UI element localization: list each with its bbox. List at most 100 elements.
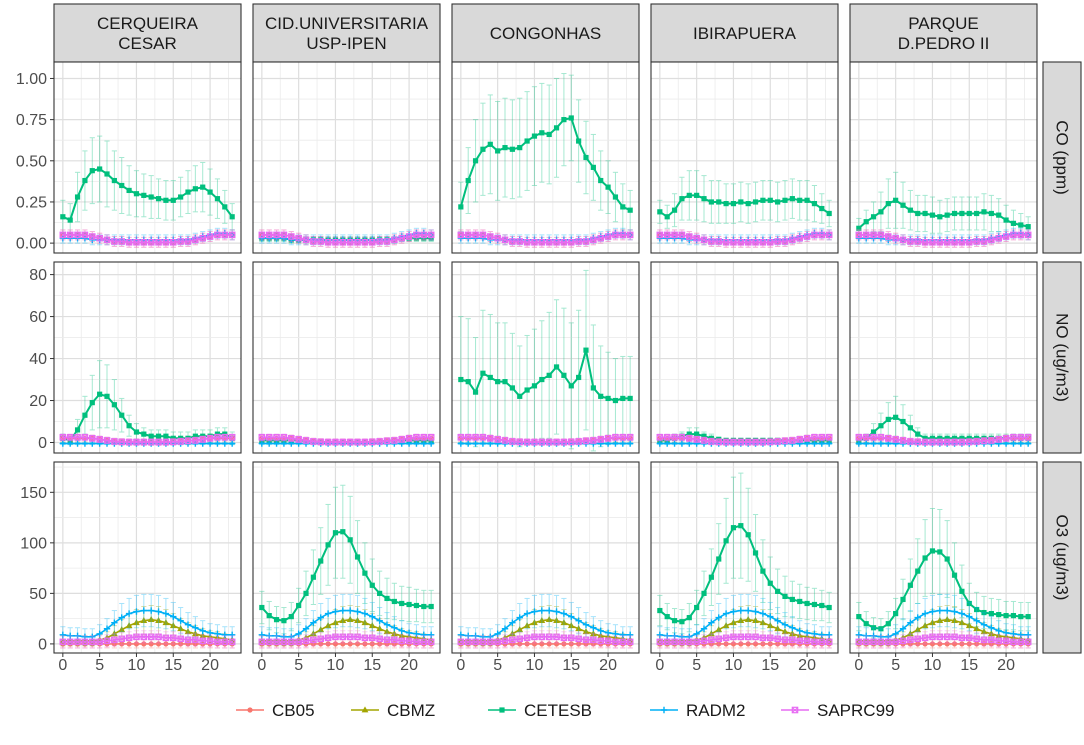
data-point — [317, 614, 324, 621]
data-point — [1024, 433, 1032, 441]
data-point — [796, 440, 803, 447]
series-line — [858, 234, 1029, 244]
data-point — [775, 199, 781, 205]
data-point — [545, 438, 553, 446]
data-point — [892, 630, 899, 637]
data-point — [619, 440, 627, 447]
data-point — [516, 238, 524, 245]
data-point — [766, 438, 774, 446]
data-point — [539, 376, 545, 383]
data-point — [878, 626, 884, 632]
data-point — [324, 438, 332, 446]
data-point — [700, 437, 708, 444]
legend-item-radm2: RADM2 — [650, 701, 746, 720]
data-point — [1017, 433, 1025, 441]
legend-item-cb05: CB05 — [236, 701, 315, 720]
data-point — [119, 412, 125, 418]
data-point — [782, 197, 788, 203]
series-line — [858, 636, 1029, 643]
data-point — [737, 607, 745, 614]
data-point — [324, 634, 332, 642]
data-point — [612, 638, 619, 646]
series-line — [62, 234, 233, 244]
panel-border — [650, 261, 839, 454]
data-point — [523, 238, 531, 246]
data-point — [900, 596, 906, 603]
data-point — [479, 433, 487, 441]
data-point — [125, 238, 133, 246]
panel-no-ug-m3-cid-universitaria-usp-ipen — [252, 261, 441, 454]
data-point — [421, 603, 427, 610]
data-point — [96, 234, 103, 242]
data-point — [1018, 222, 1024, 228]
data-point — [317, 635, 325, 643]
data-point — [206, 637, 214, 645]
panel-background — [54, 62, 241, 253]
data-point — [354, 554, 361, 560]
data-point — [738, 199, 744, 205]
data-point — [221, 433, 229, 441]
data-point — [803, 233, 811, 240]
x-tick-label: 5 — [493, 657, 502, 674]
data-point — [612, 440, 619, 447]
data-point — [974, 641, 980, 647]
data-point — [745, 201, 751, 207]
data-point — [996, 212, 1002, 218]
data-point — [310, 238, 317, 245]
panel-background — [651, 262, 838, 453]
data-point — [722, 622, 730, 629]
data-point — [936, 607, 944, 614]
data-point — [922, 210, 928, 217]
data-point — [310, 619, 317, 626]
data-point — [789, 196, 795, 202]
strip-o3-ug-m3: O3 (ug/m3) — [1042, 461, 1082, 654]
data-point — [199, 436, 207, 443]
data-point — [567, 438, 575, 446]
data-point — [464, 433, 472, 441]
legend: CB05 CBMZ CETESB RADM2 SAPRC99 — [236, 701, 894, 720]
data-point — [915, 641, 921, 647]
series-line — [659, 636, 830, 643]
series-saprc99 — [457, 229, 634, 248]
series-saprc99 — [855, 630, 1032, 649]
data-point — [605, 184, 611, 190]
data-point — [679, 619, 685, 625]
data-point — [752, 617, 759, 624]
data-point — [936, 438, 944, 446]
data-point — [1010, 231, 1017, 239]
data-point — [66, 638, 74, 646]
data-point — [280, 433, 288, 441]
data-point — [265, 638, 273, 646]
x-axis-cid-universitaria-usp-ipen: 0 5 10 15 20 — [257, 653, 418, 674]
data-point — [716, 556, 722, 562]
data-point — [884, 233, 892, 240]
data-point — [870, 429, 877, 435]
data-point — [494, 436, 501, 443]
data-point — [523, 622, 531, 629]
data-point — [568, 613, 575, 620]
data-point — [539, 130, 545, 136]
data-point — [781, 238, 789, 245]
data-point — [545, 238, 553, 246]
data-point — [427, 433, 435, 441]
data-point — [664, 214, 670, 220]
panel-o3-ug-m3-parque-d-pedro-ii — [849, 461, 1038, 654]
panel-border — [252, 61, 441, 254]
x-tick-label: 5 — [294, 657, 303, 674]
data-point — [346, 238, 354, 246]
data-point — [354, 608, 361, 615]
data-point — [125, 438, 133, 446]
data-point — [892, 440, 899, 447]
data-point — [1003, 613, 1009, 619]
data-point — [458, 376, 464, 383]
data-point — [457, 638, 465, 646]
data-point — [147, 238, 155, 246]
x-tick-label: 0 — [257, 657, 266, 674]
data-point — [553, 238, 560, 246]
data-point — [576, 374, 582, 381]
panel-background — [452, 462, 639, 653]
data-point — [59, 638, 67, 646]
panel-border — [451, 461, 640, 654]
panel-background — [253, 462, 440, 653]
